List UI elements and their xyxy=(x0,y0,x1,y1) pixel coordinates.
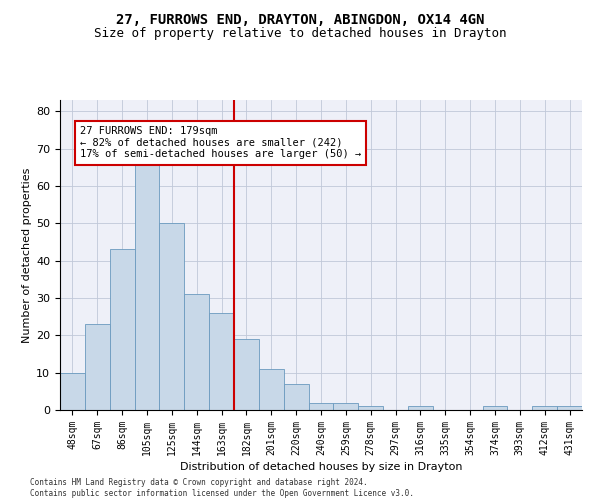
Bar xyxy=(60,372,85,410)
Text: 27, FURROWS END, DRAYTON, ABINGDON, OX14 4GN: 27, FURROWS END, DRAYTON, ABINGDON, OX14… xyxy=(116,12,484,26)
Bar xyxy=(160,224,184,410)
Bar xyxy=(234,339,259,410)
Bar xyxy=(557,406,582,410)
Y-axis label: Number of detached properties: Number of detached properties xyxy=(22,168,32,342)
Bar xyxy=(284,384,308,410)
Bar xyxy=(334,402,358,410)
Text: Size of property relative to detached houses in Drayton: Size of property relative to detached ho… xyxy=(94,28,506,40)
Bar xyxy=(482,406,508,410)
Text: 27 FURROWS END: 179sqm
← 82% of detached houses are smaller (242)
17% of semi-de: 27 FURROWS END: 179sqm ← 82% of detached… xyxy=(80,126,361,160)
Bar xyxy=(259,369,284,410)
Text: Contains HM Land Registry data © Crown copyright and database right 2024.
Contai: Contains HM Land Registry data © Crown c… xyxy=(30,478,414,498)
Bar xyxy=(408,406,433,410)
Bar xyxy=(308,402,334,410)
Bar xyxy=(358,406,383,410)
Bar xyxy=(184,294,209,410)
Bar xyxy=(85,324,110,410)
Bar xyxy=(532,406,557,410)
X-axis label: Distribution of detached houses by size in Drayton: Distribution of detached houses by size … xyxy=(180,462,462,472)
Bar xyxy=(209,313,234,410)
Bar xyxy=(110,250,134,410)
Bar xyxy=(134,164,160,410)
